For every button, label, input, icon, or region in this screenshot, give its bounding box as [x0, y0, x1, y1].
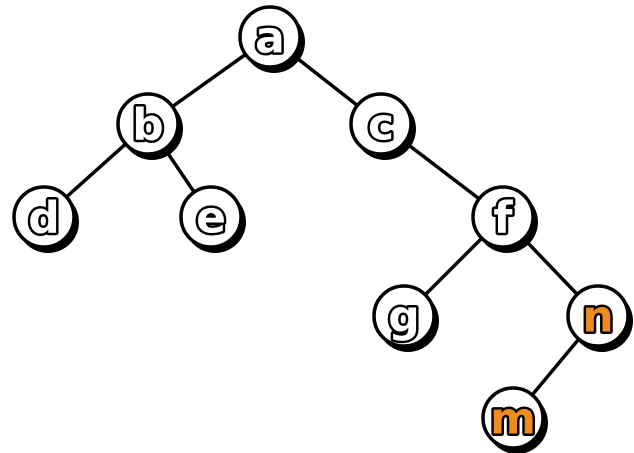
tree-nodes: a b c d e f g nm [12, 5, 633, 453]
node-label-b: b [132, 100, 164, 151]
node-circle [566, 284, 630, 348]
tree-node-b: b [116, 92, 183, 160]
node-label-c: c [368, 100, 394, 151]
node-label-f: f [493, 193, 513, 244]
node-label-d: d [28, 193, 60, 244]
node-circle [481, 386, 545, 450]
tree-node-a: a [238, 5, 305, 73]
node-label-a: a [255, 13, 285, 64]
node-label-g: g [388, 292, 420, 343]
tree-node-m: m [481, 386, 548, 453]
node-label-e: e [196, 193, 226, 244]
node-circle [116, 92, 180, 156]
tree-node-e: e [179, 185, 246, 253]
node-circle [238, 5, 302, 69]
tree-node-c: c [349, 92, 416, 160]
node-label-n: n [582, 292, 613, 343]
node-circle [12, 185, 76, 249]
node-label-m: m [490, 394, 536, 445]
tree-node-g: g [372, 284, 439, 352]
node-circle [471, 185, 535, 249]
tree-node-n: n [566, 284, 633, 352]
node-circle [372, 284, 436, 348]
node-circle [179, 185, 243, 249]
tree-node-d: d [12, 185, 79, 253]
node-circle [349, 92, 413, 156]
tree-node-f: f [471, 185, 538, 253]
